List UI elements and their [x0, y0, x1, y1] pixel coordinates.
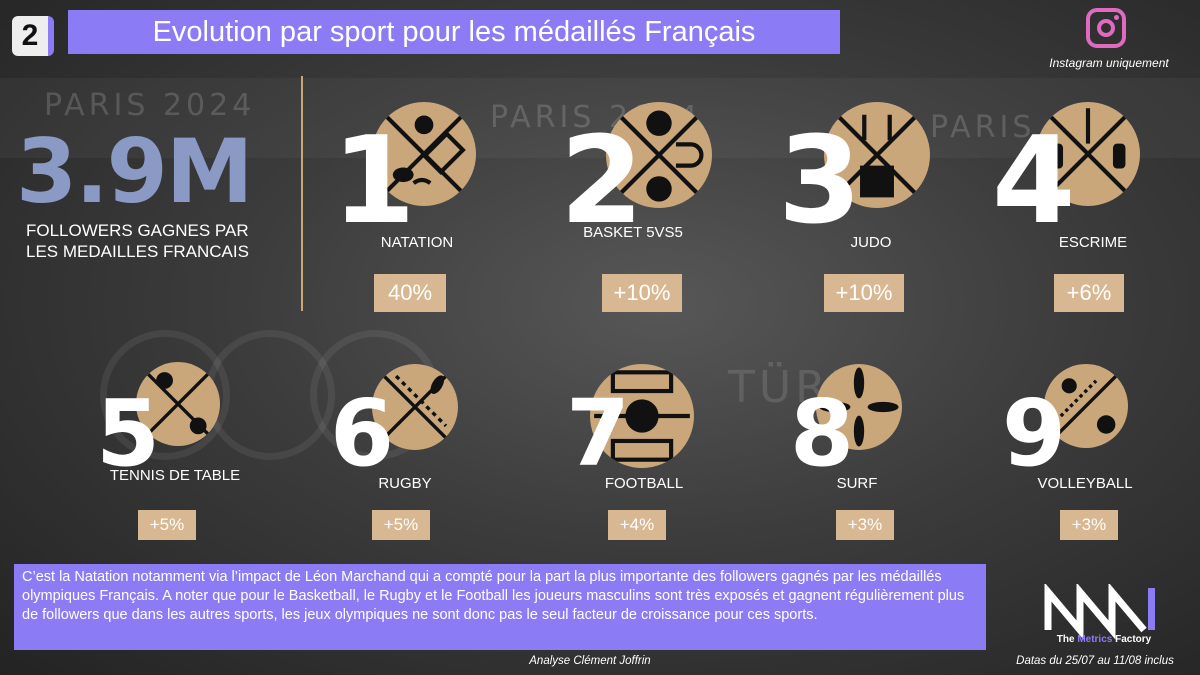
rank-number: 7 — [566, 380, 631, 487]
growth-badge: +10% — [824, 274, 904, 312]
sport-name: FOOTBALL — [604, 475, 684, 492]
analysis-note: C’est la Natation notamment via l’impact… — [14, 564, 986, 650]
rank-number: 6 — [330, 380, 395, 487]
rank-number: 3 — [778, 112, 862, 251]
rank-number: 4 — [992, 112, 1076, 251]
background-banner — [0, 78, 1200, 158]
instagram-note: Instagram uniquement — [1049, 56, 1169, 70]
table-tennis-icon — [136, 362, 220, 446]
sport-name: RUGBY — [378, 475, 432, 492]
growth-badge: +5% — [138, 510, 196, 540]
growth-badge: +4% — [608, 510, 666, 540]
sport-name: TENNIS DE TABLE — [109, 467, 241, 484]
rank-number: 8 — [790, 380, 855, 487]
background-text: PARIS 2024 — [44, 88, 256, 123]
rank-number: 5 — [96, 380, 161, 487]
rugby-icon — [372, 364, 458, 450]
sport-name: BASKET 5vs5 — [583, 224, 683, 241]
sport-name: NATATION — [380, 234, 454, 251]
growth-badge: +3% — [836, 510, 894, 540]
sport-name: VOLLEYBALL — [1037, 475, 1133, 492]
growth-badge: +6% — [1054, 274, 1124, 312]
page-title: Evolution par sport pour les médaillés F… — [68, 10, 840, 54]
rank-number: 1 — [332, 112, 416, 251]
logo-wordmark: The Metrics Factory — [1056, 634, 1152, 645]
sport-name: JUDO — [850, 234, 892, 251]
volleyball-icon — [1044, 364, 1128, 448]
growth-badge: 40% — [374, 274, 446, 312]
judo-icon — [824, 102, 930, 208]
growth-badge: +5% — [372, 510, 430, 540]
sport-name: SURF — [836, 475, 878, 492]
instagram-icon — [1086, 8, 1126, 48]
football-icon — [590, 364, 694, 468]
swimming-icon — [372, 102, 476, 206]
metrics-factory-logo — [1044, 584, 1155, 640]
slide-number-badge: 2 — [12, 16, 54, 56]
fencing-icon — [1036, 102, 1140, 206]
author-credit: Analyse Clément Joffrin — [529, 655, 651, 667]
sport-name: ESCRIME — [1058, 234, 1128, 251]
headline-label: FOLLOWERS GAGNES PAR LES MEDAILLES FRANC… — [26, 221, 249, 261]
growth-badge: +3% — [1060, 510, 1118, 540]
date-range: Datas du 25/07 au 11/08 inclus — [1016, 655, 1174, 667]
basketball-icon — [606, 102, 712, 208]
divider — [301, 76, 303, 311]
surf-icon — [816, 364, 902, 450]
growth-badge: +10% — [602, 274, 682, 312]
headline-value: 3.9M — [16, 120, 253, 223]
rank-number: 9 — [1002, 380, 1067, 487]
rank-number: 2 — [560, 112, 644, 251]
